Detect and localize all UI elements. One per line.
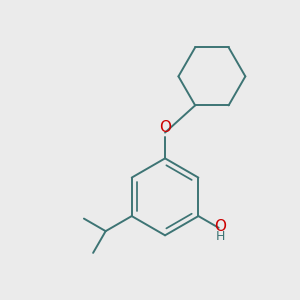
Text: O: O xyxy=(159,120,171,135)
Text: H: H xyxy=(216,230,225,243)
Text: O: O xyxy=(214,219,226,234)
